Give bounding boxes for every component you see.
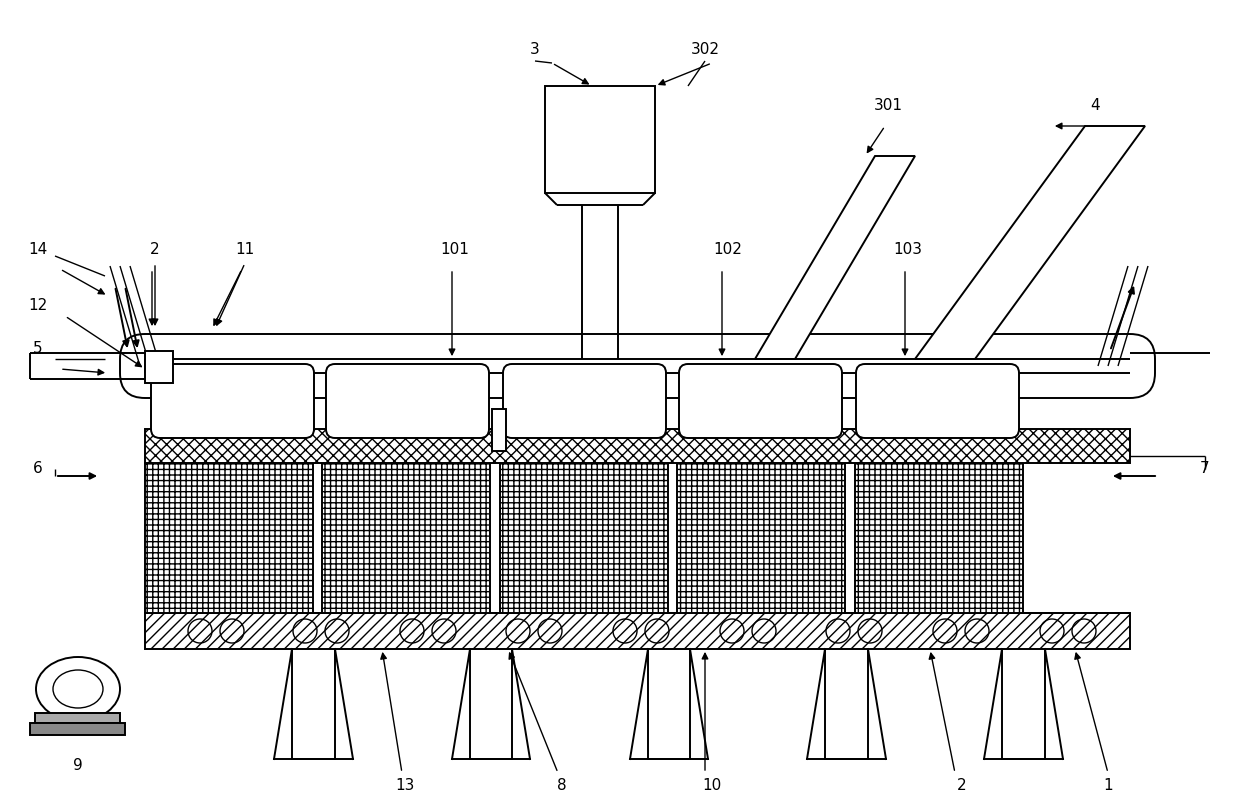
Bar (492, 409, 506, 451)
Bar (322, 463, 490, 613)
Text: 2: 2 (150, 242, 160, 256)
FancyBboxPatch shape (680, 364, 842, 438)
Bar (145, 351, 174, 383)
Bar (677, 463, 844, 613)
Text: 101: 101 (440, 242, 470, 256)
Text: 103: 103 (894, 242, 923, 256)
Text: 10: 10 (702, 779, 722, 793)
Bar (546, 86, 655, 193)
Text: 12: 12 (29, 298, 47, 314)
FancyBboxPatch shape (503, 364, 666, 438)
Bar (30, 723, 125, 735)
FancyBboxPatch shape (856, 364, 1019, 438)
Text: 1: 1 (1104, 779, 1112, 793)
Bar (145, 463, 312, 613)
Text: 3: 3 (531, 41, 539, 57)
FancyBboxPatch shape (120, 334, 1154, 398)
FancyBboxPatch shape (326, 364, 489, 438)
Text: 8: 8 (557, 779, 567, 793)
Text: 302: 302 (691, 41, 719, 57)
Bar (856, 463, 1023, 613)
FancyBboxPatch shape (151, 364, 314, 438)
Text: 6: 6 (33, 461, 43, 477)
Bar (145, 613, 1130, 649)
Text: 102: 102 (713, 242, 743, 256)
Text: 4: 4 (1090, 98, 1100, 114)
Bar (35, 713, 120, 723)
Text: 5: 5 (33, 341, 43, 357)
Text: 14: 14 (29, 242, 47, 256)
Text: 7: 7 (1200, 461, 1210, 477)
Polygon shape (755, 156, 915, 359)
Text: 301: 301 (873, 98, 903, 114)
Text: 2: 2 (957, 779, 967, 793)
Ellipse shape (53, 670, 103, 708)
Ellipse shape (36, 657, 120, 721)
Text: 13: 13 (396, 779, 414, 793)
Text: 9: 9 (73, 758, 83, 774)
Text: 11: 11 (236, 242, 254, 256)
Bar (500, 463, 668, 613)
Bar (145, 429, 1130, 463)
Polygon shape (915, 126, 1145, 359)
